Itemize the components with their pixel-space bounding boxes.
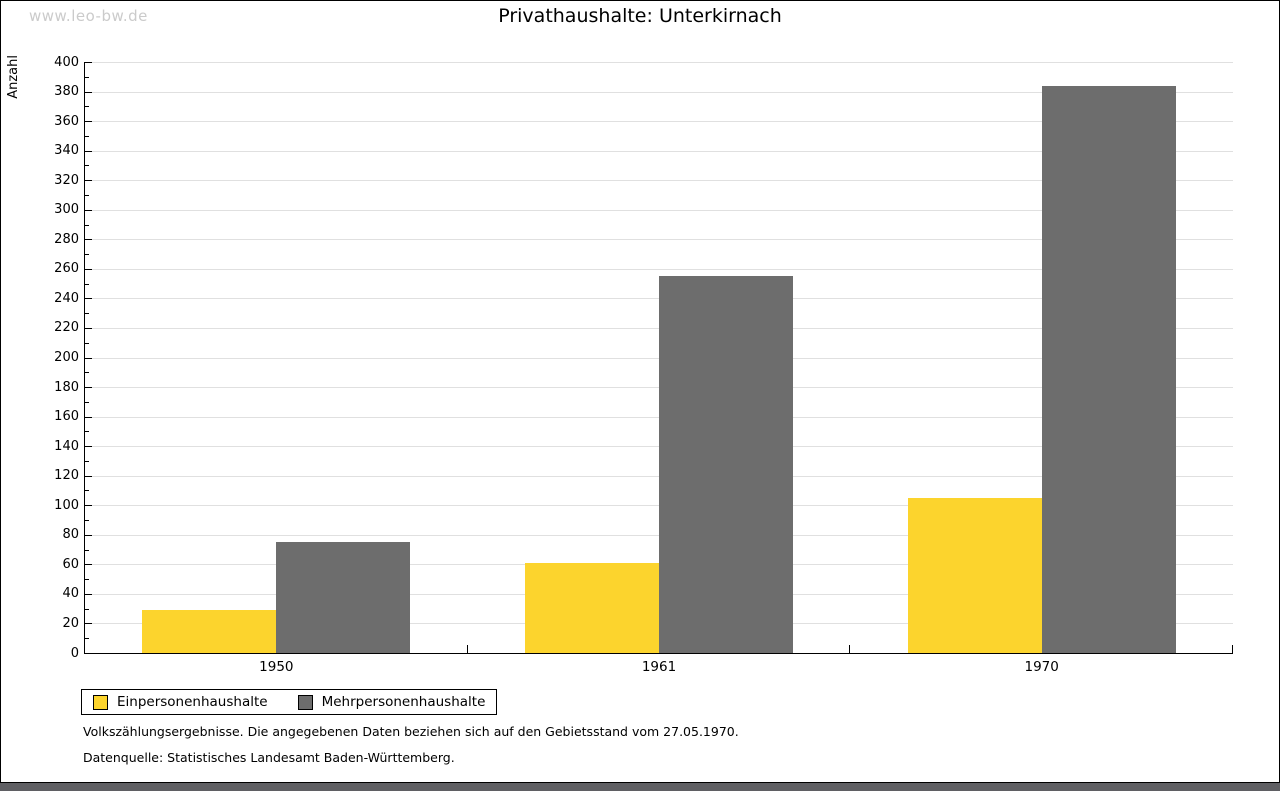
footnote-source: Datenquelle: Statistisches Landesamt Bad… — [83, 750, 455, 765]
y-tick-label: 400 — [54, 54, 79, 70]
y-tick-label: 60 — [62, 556, 79, 572]
y-tick-minor — [85, 313, 89, 315]
y-tick-major — [85, 150, 92, 152]
y-tick-minor — [85, 224, 89, 226]
y-tick-minor — [85, 76, 89, 78]
x-category-label: 1970 — [1024, 659, 1059, 675]
y-tick-minor — [85, 549, 89, 551]
bar-einpersonenhaushalte-1970 — [907, 497, 1042, 653]
y-tick-major — [85, 91, 92, 93]
bar-einpersonenhaushalte-1950 — [142, 610, 277, 653]
y-tick-major — [85, 534, 92, 536]
y-tick-minor — [85, 490, 89, 492]
y-tick-label: 320 — [54, 172, 79, 188]
y-tick-major — [85, 298, 92, 300]
y-tick-minor — [85, 608, 89, 610]
y-tick-major — [85, 357, 92, 359]
y-tick-label: 80 — [62, 527, 79, 543]
y-tick-major — [85, 180, 92, 182]
y-tick-major — [85, 62, 92, 63]
bar-mehrpersonenhaushalte-1961 — [659, 276, 793, 653]
y-tick-label: 240 — [54, 290, 79, 306]
y-gridline — [85, 150, 1233, 152]
legend-label: Mehrpersonenhaushalte — [321, 694, 486, 710]
y-tick-minor — [85, 431, 89, 433]
y-tick-major — [85, 623, 92, 625]
y-tick-label: 140 — [54, 438, 79, 454]
bar-mehrpersonenhaushalte-1970 — [1041, 85, 1176, 653]
y-tick-major — [85, 653, 92, 654]
y-gridline — [85, 180, 1233, 182]
y-tick-major — [85, 327, 92, 329]
y-gridline — [85, 91, 1233, 93]
y-tick-minor — [85, 283, 89, 285]
legend-label: Einpersonenhaushalte — [117, 694, 268, 710]
y-tick-major — [85, 268, 92, 270]
y-tick-label: 260 — [54, 261, 79, 277]
y-tick-minor — [85, 579, 89, 581]
y-tick-minor — [85, 401, 89, 403]
y-tick-minor — [85, 106, 89, 108]
y-tick-label: 380 — [54, 84, 79, 100]
plot-area: 0 20 40 60 80 100 120 140 160 180 200 220 240 260 280 3… — [54, 56, 1233, 675]
y-tick-major — [85, 416, 92, 418]
y-tick-major — [85, 505, 92, 507]
y-tick-minor — [85, 342, 89, 344]
y-tick-label: 180 — [54, 379, 79, 395]
legend-swatch-icon — [93, 694, 108, 710]
legend-item: Mehrpersonenhaushalte — [297, 694, 486, 710]
y-tick-label: 220 — [54, 320, 79, 336]
bottom-bar — [0, 783, 1280, 791]
legend: Einpersonenhaushalte Mehrpersonenhaushalt… — [81, 689, 498, 715]
footnote-geography: Volkszählungsergebnisse. Die angegebenen… — [83, 724, 739, 739]
y-tick-major — [85, 593, 92, 595]
y-tick-label: 120 — [54, 468, 79, 484]
y-tick-label: 200 — [54, 350, 79, 365]
y-axis-title: Anzahl — [6, 55, 21, 99]
y-gridline — [85, 268, 1233, 270]
y-tick-major — [85, 209, 92, 211]
legend-item: Einpersonenhaushalte — [93, 694, 268, 710]
y-gridline — [85, 62, 1233, 63]
y-tick-label: 280 — [54, 231, 79, 247]
y-tick-minor — [85, 460, 89, 462]
y-gridline — [85, 209, 1233, 211]
y-tick-label: 160 — [54, 409, 79, 425]
y-tick-minor — [85, 254, 89, 256]
y-tick-minor — [85, 520, 89, 522]
y-tick-minor — [85, 194, 89, 196]
y-tick-label: 100 — [54, 497, 79, 513]
bar-mehrpersonenhaushalte-1950 — [276, 542, 411, 653]
y-tick-major — [85, 239, 92, 241]
y-gridline — [85, 121, 1233, 123]
y-tick-minor — [85, 165, 89, 167]
y-tick-major — [85, 475, 92, 477]
y-tick-major — [85, 387, 92, 389]
x-tick — [849, 645, 851, 653]
y-tick-label: 40 — [62, 586, 79, 602]
y-tick-minor — [85, 372, 89, 374]
x-category-label: 1961 — [641, 659, 677, 675]
y-tick-major — [85, 446, 92, 448]
watermark-text: www.leo-bw.de — [29, 7, 148, 25]
y-tick-label: 20 — [62, 615, 79, 631]
bar-einpersonenhaushalte-1961 — [525, 562, 659, 653]
legend-swatch-icon — [297, 694, 313, 710]
y-gridline — [85, 239, 1233, 241]
x-tick — [1232, 645, 1233, 653]
y-tick-major — [85, 121, 92, 123]
x-category-label: 1950 — [259, 659, 294, 675]
y-tick-label: 360 — [54, 113, 79, 129]
chart-title: Privathaushalte: Unterkirnach — [498, 5, 782, 27]
y-tick-major — [85, 564, 92, 566]
y-tick-label: 300 — [54, 202, 79, 218]
x-tick — [466, 645, 468, 653]
y-tick-label: 0 — [70, 645, 79, 661]
y-tick-minor — [85, 638, 89, 640]
y-tick-minor — [85, 135, 89, 137]
y-tick-label: 340 — [54, 143, 79, 159]
